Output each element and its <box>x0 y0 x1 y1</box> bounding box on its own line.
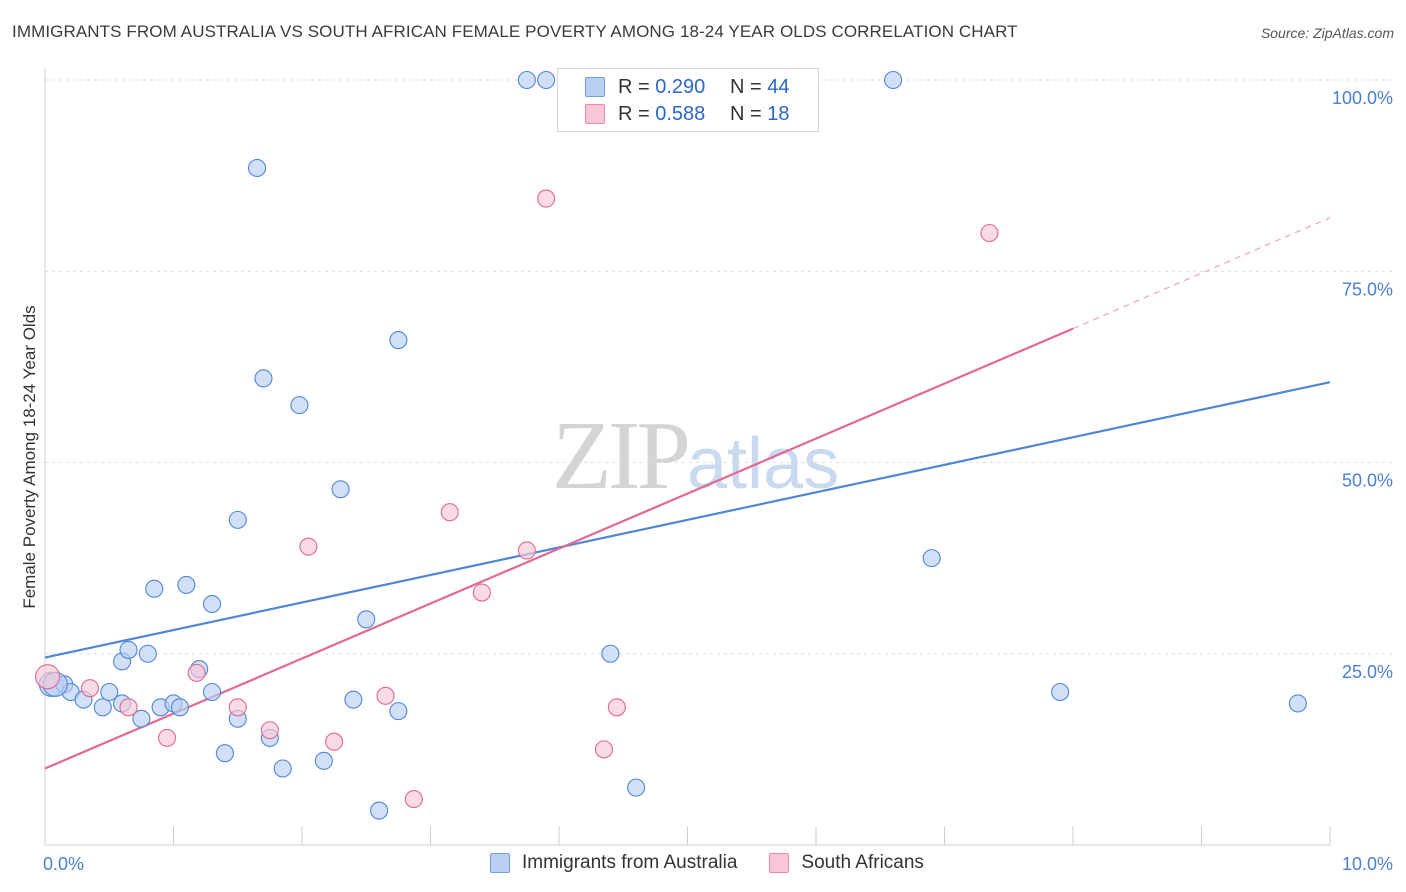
point-australia <box>203 682 222 702</box>
point-south-africans <box>119 698 138 717</box>
y-tick-label: 50.0% <box>1342 471 1393 491</box>
x-tick-label: 0.0% <box>43 854 84 874</box>
point-australia <box>389 702 408 721</box>
point-australia <box>177 575 196 594</box>
trend-lines <box>44 217 1331 770</box>
bottom-legend: Immigrants from Australia South Africans <box>490 852 956 874</box>
point-south-africans <box>80 679 100 698</box>
legend-r-value: 0.588 <box>655 102 706 125</box>
bottom-legend-item-south-africans: South Africans <box>769 852 924 874</box>
gridlines <box>45 79 1395 655</box>
point-south-africans <box>440 503 459 522</box>
legend-row-south-africans: R = 0.588 N = 18 <box>585 102 790 125</box>
point-south-africans <box>980 223 999 243</box>
point-south-africans <box>472 583 491 602</box>
point-australia <box>884 70 903 90</box>
point-south-africans <box>517 541 536 560</box>
legend: R = 0.290 N = 44 R = 0.588 N = 18 <box>557 68 819 132</box>
point-australia <box>601 644 620 663</box>
point-australia <box>100 682 119 702</box>
point-australia <box>537 70 556 90</box>
data-points <box>35 70 1307 820</box>
legend-n-label: N = <box>730 102 762 125</box>
point-australia <box>247 158 267 178</box>
point-australia <box>119 640 138 659</box>
source-credit: Source: ZipAtlas.com <box>1260 25 1394 41</box>
point-australia <box>132 709 151 728</box>
y-tick-label: 25.0% <box>1342 662 1393 682</box>
watermark: ZIPatlas <box>552 400 839 512</box>
legend-n-label: N = <box>730 75 762 98</box>
point-south-africans <box>376 686 395 705</box>
trend-line-australia <box>44 381 1331 659</box>
bottom-legend-swatch-south-africans <box>769 853 790 873</box>
point-australia <box>1051 682 1070 702</box>
point-australia <box>290 396 309 415</box>
point-south-africans <box>404 790 423 809</box>
point-south-africans <box>607 698 626 717</box>
point-australia <box>1288 694 1307 713</box>
point-south-africans <box>228 698 247 717</box>
point-australia <box>314 751 333 770</box>
chart-title: IMMIGRANTS FROM AUSTRALIA VS SOUTH AFRIC… <box>12 22 1018 41</box>
trend-line-extension <box>1072 217 1331 330</box>
y-tick-label: 75.0% <box>1342 279 1393 299</box>
watermark-zip: ZIP <box>552 402 691 510</box>
point-australia <box>203 594 222 614</box>
point-australia <box>254 369 273 388</box>
point-australia <box>228 510 247 529</box>
point-australia <box>93 698 112 717</box>
tick-labels: 25.0% 50.0% 75.0% 100.0% 0.0% 10.0% <box>43 88 1393 874</box>
point-south-africans <box>158 728 177 747</box>
legend-swatch-australia <box>585 77 605 97</box>
trend-line-south-africans <box>44 327 1074 770</box>
point-australia <box>370 801 389 820</box>
y-axis-label: Female Poverty Among 18-24 Year Olds <box>20 305 39 608</box>
point-australia <box>627 778 646 797</box>
axes <box>44 68 1331 846</box>
point-australia <box>145 579 164 598</box>
bottom-legend-swatch-australia <box>490 853 510 873</box>
legend-n-value: 18 <box>767 102 790 125</box>
legend-swatch-south-africans <box>585 104 605 124</box>
point-south-africans <box>594 740 614 759</box>
point-south-africans <box>537 189 556 208</box>
y-tick-label: 100.0% <box>1332 88 1393 108</box>
point-australia <box>344 690 363 709</box>
x-tick-label: 10.0% <box>1342 854 1393 874</box>
legend-n-value: 44 <box>767 75 790 98</box>
point-australia <box>138 644 157 663</box>
point-australia <box>273 759 292 778</box>
point-australia <box>357 610 376 629</box>
legend-r-value: 0.290 <box>655 75 706 98</box>
point-australia <box>331 480 350 499</box>
point-south-africans <box>325 732 344 751</box>
point-south-africans <box>260 721 279 740</box>
point-australia <box>389 331 408 350</box>
point-australia <box>215 744 234 763</box>
legend-r-label: R = <box>618 102 650 125</box>
point-australia <box>170 698 189 717</box>
point-australia <box>517 70 536 90</box>
bottom-legend-item-australia: Immigrants from Australia <box>490 852 737 874</box>
watermark-atlas: atlas <box>687 424 840 504</box>
point-south-africans <box>299 537 318 556</box>
legend-r-label: R = <box>618 75 650 98</box>
legend-row-australia: R = 0.290 N = 44 <box>585 75 790 98</box>
point-australia <box>922 549 941 568</box>
point-south-africans <box>35 664 61 690</box>
bottom-legend-label-australia: Immigrants from Australia <box>522 852 738 873</box>
point-south-africans <box>187 663 206 682</box>
bottom-legend-label-south-africans: South Africans <box>801 852 924 873</box>
